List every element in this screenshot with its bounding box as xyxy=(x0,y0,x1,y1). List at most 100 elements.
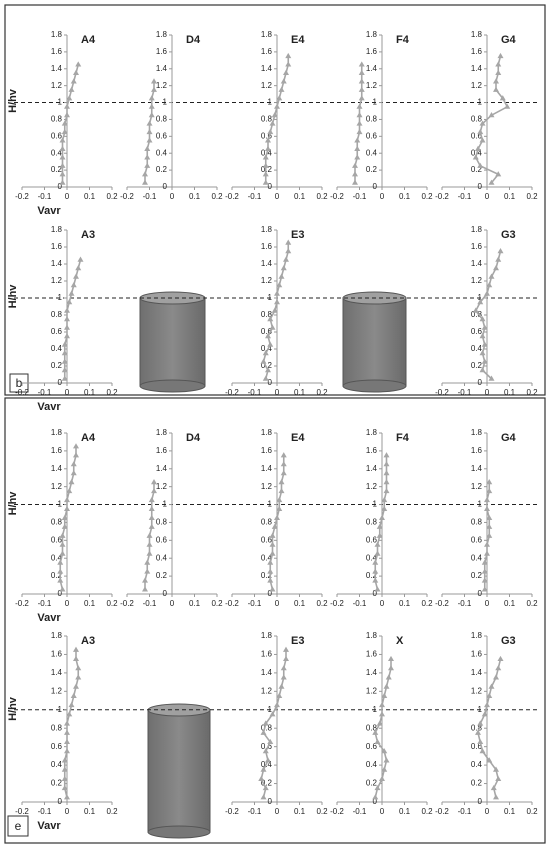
marker xyxy=(59,145,66,151)
y-tick-label: 0.6 xyxy=(51,742,63,751)
x-tick-label: 0.2 xyxy=(106,192,118,201)
marker xyxy=(383,757,390,763)
marker xyxy=(64,103,70,109)
marker xyxy=(276,282,283,288)
marker xyxy=(493,794,499,800)
x-tick-label: -0.1 xyxy=(458,807,472,816)
y-tick-label: 0.4 xyxy=(156,553,168,562)
marker xyxy=(493,766,499,772)
x-tick-label: 0.1 xyxy=(189,599,201,608)
marker xyxy=(265,145,271,151)
marker xyxy=(493,265,499,271)
marker xyxy=(486,487,493,494)
y-tick-label: 0.6 xyxy=(366,742,378,751)
cylinder xyxy=(147,703,211,839)
marker xyxy=(262,720,269,726)
x-tick-label: 0.1 xyxy=(84,599,96,608)
marker xyxy=(57,577,64,583)
marker xyxy=(475,145,481,151)
marker xyxy=(497,655,504,662)
y-tick-label: 1.4 xyxy=(261,64,273,73)
marker xyxy=(280,674,287,680)
x-tick-label: 0.2 xyxy=(526,192,538,201)
y-tick-label: 1.4 xyxy=(261,464,273,473)
y-tick-label: 0.6 xyxy=(51,535,63,544)
y-tick-label: 1.6 xyxy=(261,650,273,659)
marker xyxy=(148,514,155,520)
marker xyxy=(262,350,269,356)
marker xyxy=(484,505,490,512)
y-tick-label: 1.8 xyxy=(261,30,273,39)
y-tick-label: 0.4 xyxy=(51,344,63,353)
marker xyxy=(61,128,68,135)
chart-title: A4 xyxy=(81,432,96,444)
marker xyxy=(383,478,390,485)
marker xyxy=(59,162,66,168)
x-tick-label: 0.1 xyxy=(504,599,516,608)
marker xyxy=(142,179,148,185)
cylinder xyxy=(342,291,407,393)
marker xyxy=(148,103,155,109)
y-axis-label: H/hv xyxy=(7,491,19,516)
marker xyxy=(146,541,153,547)
marker xyxy=(262,162,269,168)
marker xyxy=(285,239,292,245)
marker xyxy=(146,120,153,126)
y-axis-label: H/hv xyxy=(7,696,19,721)
x-tick-label: -0.2 xyxy=(15,388,29,397)
marker xyxy=(488,375,495,381)
marker xyxy=(267,128,274,135)
y-tick-label: 0.8 xyxy=(51,518,63,527)
y-tick-label: 0.2 xyxy=(366,779,378,788)
marker xyxy=(497,248,504,254)
x-tick-label: -0.1 xyxy=(458,388,472,397)
marker xyxy=(479,316,486,322)
marker xyxy=(148,505,155,512)
y-tick-label: 1.6 xyxy=(51,47,63,56)
x-tick-label: -0.1 xyxy=(248,192,262,201)
y-tick-label: 0.2 xyxy=(471,779,483,788)
marker xyxy=(66,95,73,101)
y-tick-label: 1.8 xyxy=(261,428,273,437)
marker xyxy=(504,103,511,109)
y-tick-label: 1 xyxy=(373,500,378,509)
x-tick-label: 0.1 xyxy=(399,599,411,608)
y-tick-label: 1.4 xyxy=(51,259,63,268)
marker xyxy=(379,701,385,708)
panel-label: b xyxy=(16,376,23,390)
marker xyxy=(381,766,388,772)
marker xyxy=(265,367,271,373)
y-tick-label: 0.6 xyxy=(471,327,483,336)
marker xyxy=(495,256,502,262)
marker xyxy=(379,775,385,781)
marker xyxy=(59,550,66,556)
y-tick-label: 1.6 xyxy=(51,446,63,455)
y-tick-label: 0.4 xyxy=(261,553,273,562)
y-tick-label: 0 xyxy=(478,589,483,598)
x-tick-label: 0.2 xyxy=(526,599,538,608)
chart-title: D4 xyxy=(186,432,201,444)
marker xyxy=(70,692,77,698)
marker xyxy=(278,478,285,485)
y-tick-label: 0 xyxy=(268,378,273,387)
marker xyxy=(267,738,274,745)
marker xyxy=(144,162,151,168)
x-tick-label: -0.1 xyxy=(38,599,52,608)
marker xyxy=(358,78,365,84)
y-tick-label: 0.8 xyxy=(51,310,63,319)
marker xyxy=(262,375,269,381)
y-tick-label: 0 xyxy=(163,182,168,191)
chart-title: E4 xyxy=(291,34,305,46)
y-tick-label: 1.6 xyxy=(471,650,483,659)
x-axis-label: Vavr xyxy=(37,401,61,413)
y-tick-label: 0 xyxy=(478,378,483,387)
y-tick-label: 1.6 xyxy=(471,242,483,251)
y-tick-label: 1.2 xyxy=(261,482,273,491)
marker xyxy=(354,137,361,143)
y-tick-label: 0.2 xyxy=(261,779,273,788)
marker xyxy=(379,514,385,520)
marker xyxy=(68,701,75,708)
y-tick-label: 1 xyxy=(268,705,273,714)
y-tick-label: 0 xyxy=(268,797,273,806)
marker xyxy=(488,273,495,279)
